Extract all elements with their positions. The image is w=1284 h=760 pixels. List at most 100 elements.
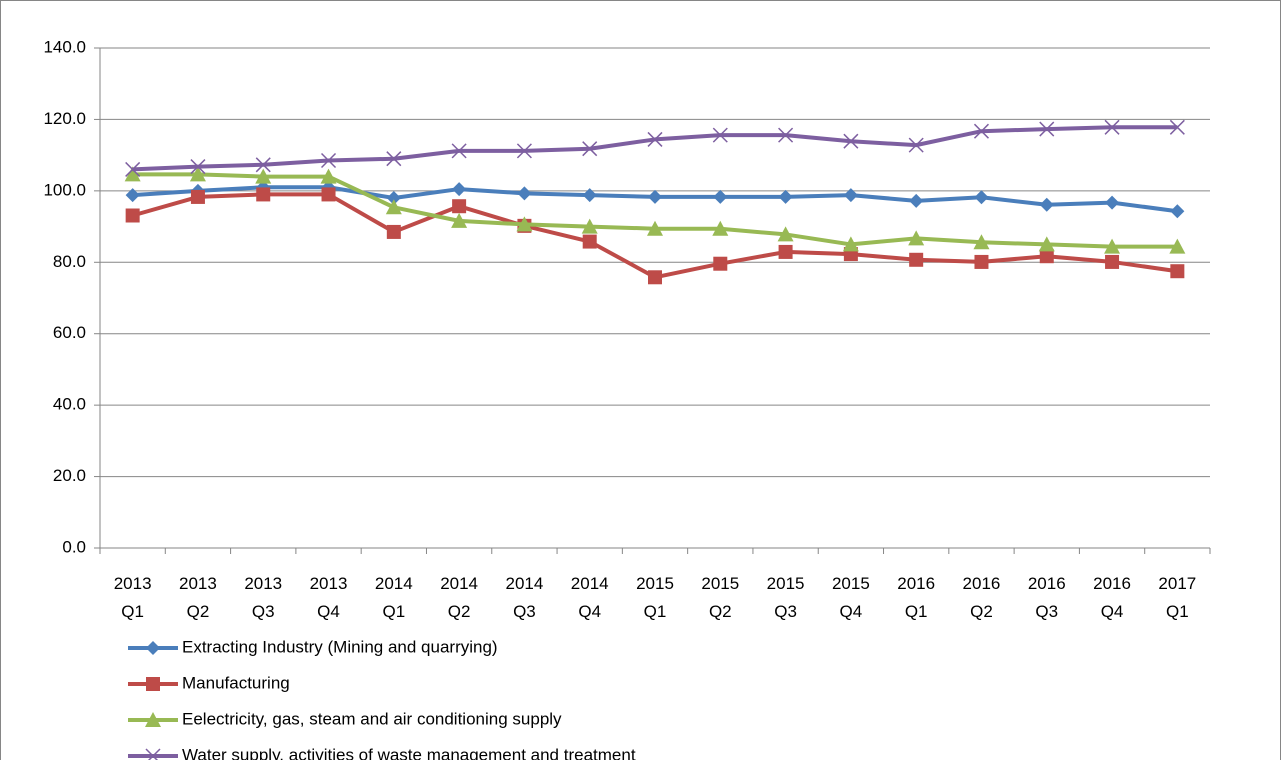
marker bbox=[255, 157, 271, 173]
marker bbox=[713, 189, 728, 204]
y-tick-label: 100.0 bbox=[43, 180, 86, 199]
marker bbox=[647, 220, 663, 236]
x-tick-label: 2015 Q4 bbox=[831, 574, 870, 621]
y-tick-label: 20.0 bbox=[53, 466, 86, 485]
series-line bbox=[132, 125, 1178, 172]
marker bbox=[256, 187, 271, 202]
x-tick-label: 2013 Q4 bbox=[309, 574, 348, 621]
marker bbox=[582, 141, 598, 157]
marker bbox=[842, 236, 859, 252]
marker bbox=[146, 677, 160, 691]
series-line bbox=[132, 192, 1178, 280]
legend-label: Water supply, activities of waste manage… bbox=[182, 745, 636, 760]
marker bbox=[648, 270, 662, 285]
marker bbox=[452, 199, 467, 214]
x-tick-label: 2014 Q3 bbox=[505, 574, 544, 621]
x-tick-label: 2016 Q3 bbox=[1027, 574, 1066, 621]
series-line bbox=[132, 172, 1178, 249]
x-tick-label: 2013 Q2 bbox=[179, 574, 217, 621]
marker bbox=[1039, 121, 1055, 137]
marker bbox=[713, 256, 728, 271]
legend-label: Eelectricity, gas, steam and air conditi… bbox=[182, 709, 562, 728]
marker bbox=[1105, 254, 1120, 269]
marker bbox=[647, 131, 663, 147]
marker bbox=[320, 168, 337, 184]
marker bbox=[778, 244, 793, 259]
x-tick-label: 2014 Q4 bbox=[570, 574, 609, 621]
x-tick-label: 2015 Q2 bbox=[701, 574, 740, 621]
marker bbox=[909, 193, 924, 208]
marker bbox=[124, 166, 141, 182]
x-tick-label: 2016 Q1 bbox=[897, 574, 936, 621]
x-tick-label: 2014 Q2 bbox=[440, 574, 479, 621]
marker bbox=[1039, 249, 1054, 264]
y-tick-label: 40.0 bbox=[53, 395, 86, 414]
marker bbox=[973, 234, 990, 250]
marker bbox=[145, 712, 161, 727]
marker bbox=[843, 133, 859, 149]
y-tick-label: 0.0 bbox=[62, 537, 86, 556]
marker bbox=[778, 189, 793, 204]
marker bbox=[581, 218, 598, 234]
marker bbox=[973, 123, 990, 139]
marker bbox=[777, 226, 794, 242]
marker bbox=[386, 151, 402, 167]
x-tick-label: 2016 Q2 bbox=[962, 574, 1001, 621]
marker bbox=[582, 234, 597, 249]
marker bbox=[189, 166, 206, 182]
marker bbox=[145, 748, 161, 760]
marker bbox=[125, 208, 140, 223]
marker bbox=[517, 186, 532, 201]
x-tick-label: 2013 Q1 bbox=[113, 574, 152, 621]
marker bbox=[1169, 119, 1185, 135]
marker bbox=[1104, 119, 1120, 135]
marker bbox=[385, 199, 402, 215]
marker bbox=[1170, 264, 1185, 279]
y-tick-label: 80.0 bbox=[53, 252, 86, 271]
marker bbox=[451, 212, 468, 228]
marker bbox=[1170, 204, 1185, 219]
marker bbox=[320, 152, 337, 169]
legend-label: Manufacturing bbox=[182, 673, 290, 692]
marker bbox=[1169, 238, 1186, 254]
marker bbox=[321, 187, 336, 202]
x-tick-label: 2015 Q1 bbox=[636, 574, 674, 621]
y-tick-label: 120.0 bbox=[43, 109, 86, 128]
marker bbox=[190, 189, 205, 204]
marker bbox=[712, 127, 728, 143]
marker bbox=[190, 159, 206, 175]
marker bbox=[843, 188, 858, 203]
marker bbox=[1105, 195, 1120, 210]
marker bbox=[974, 254, 989, 269]
marker bbox=[908, 137, 924, 153]
marker bbox=[908, 230, 925, 246]
marker bbox=[1104, 238, 1121, 254]
marker bbox=[146, 641, 160, 655]
marker bbox=[516, 216, 533, 232]
marker bbox=[516, 143, 532, 159]
marker bbox=[452, 182, 467, 197]
y-tick-label: 140.0 bbox=[43, 37, 86, 56]
x-tick-label: 2014 Q1 bbox=[374, 574, 413, 621]
x-tick-label: 2017 Q1 bbox=[1158, 574, 1197, 621]
marker bbox=[451, 143, 467, 159]
marker bbox=[648, 189, 662, 204]
marker bbox=[582, 188, 597, 203]
legend-label: Extracting Industry (Mining and quarryin… bbox=[182, 637, 498, 656]
marker bbox=[778, 127, 794, 143]
marker bbox=[1039, 197, 1054, 212]
marker bbox=[386, 224, 401, 239]
marker bbox=[386, 191, 401, 205]
y-tick-label: 60.0 bbox=[53, 323, 86, 342]
x-tick-label: 2015 Q3 bbox=[766, 574, 805, 621]
x-tick-label: 2016 Q4 bbox=[1093, 574, 1131, 621]
x-tick-label: 2013 Q3 bbox=[244, 574, 283, 621]
marker bbox=[125, 161, 141, 177]
marker bbox=[1038, 236, 1055, 252]
marker bbox=[125, 188, 140, 203]
marker bbox=[974, 190, 989, 205]
marker bbox=[255, 168, 272, 184]
